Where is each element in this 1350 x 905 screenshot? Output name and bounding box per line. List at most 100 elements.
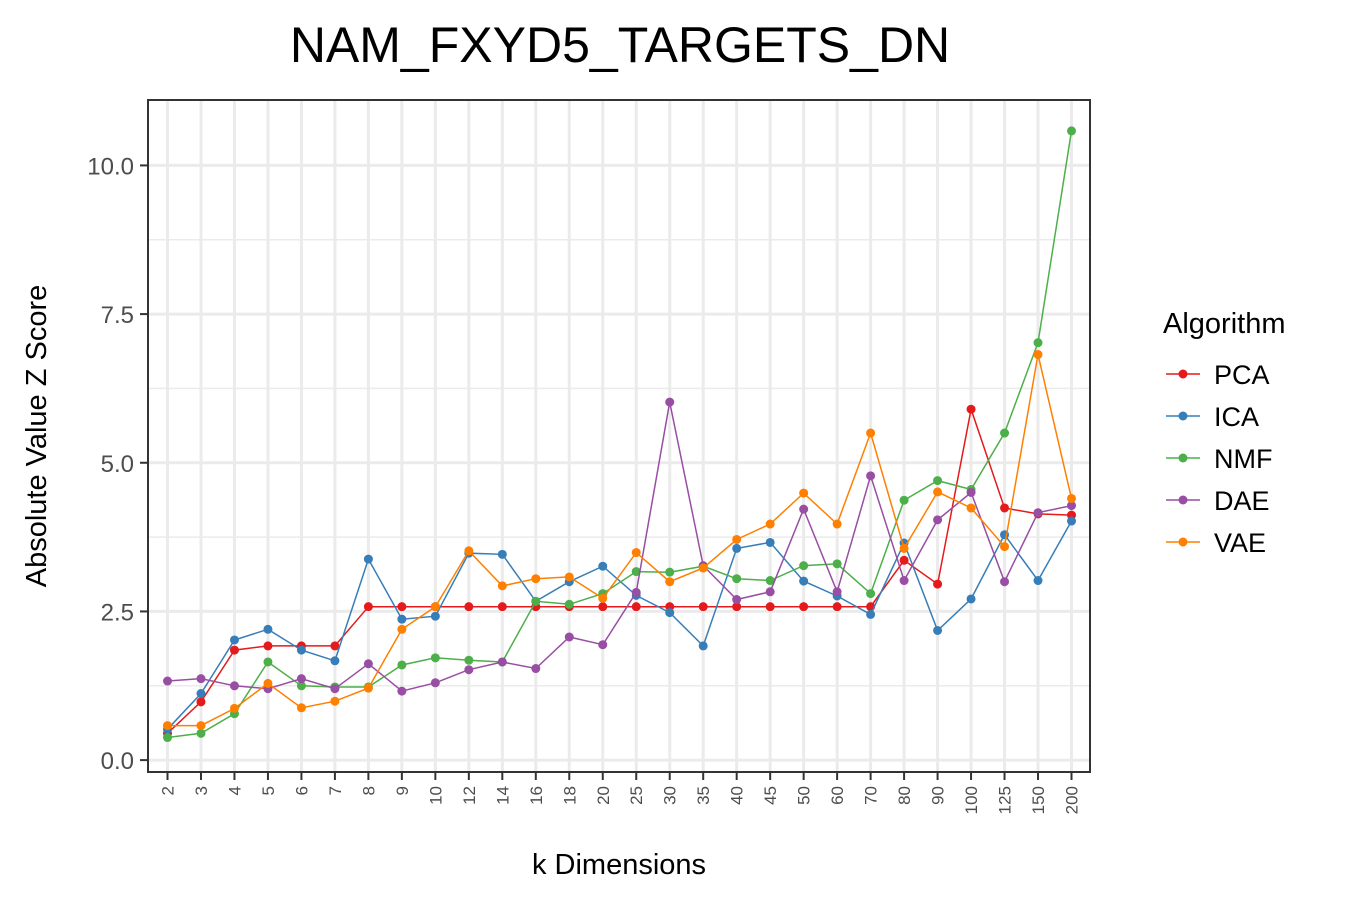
data-point (564, 632, 574, 642)
data-point (531, 596, 541, 606)
plot-panel-border (147, 99, 1091, 773)
x-tick-label: 18 (560, 786, 579, 805)
chart-title: NAM_FXYD5_TARGETS_DN (290, 17, 950, 73)
x-axis-label: k Dimensions (532, 849, 706, 881)
data-point (899, 576, 909, 586)
data-point (732, 543, 742, 553)
data-point (799, 561, 809, 571)
x-tick-label: 35 (694, 786, 713, 805)
legend-label: ICA (1214, 402, 1259, 432)
data-point (933, 579, 943, 589)
data-point (464, 665, 474, 675)
data-point (598, 561, 608, 571)
data-point (966, 487, 976, 497)
data-point (564, 572, 574, 582)
x-tick-label: 12 (460, 786, 479, 805)
x-tick-label: 60 (828, 786, 847, 805)
series-line (167, 130, 1073, 739)
legend-label: PCA (1214, 360, 1270, 390)
x-tick-label: 200 (1063, 786, 1082, 814)
data-point (832, 519, 842, 529)
legend-label: DAE (1214, 486, 1270, 516)
data-point (363, 554, 373, 564)
legend-item-pca: PCA (1166, 360, 1270, 390)
x-tick-label: 100 (962, 786, 981, 814)
series-line (167, 354, 1073, 727)
data-point (598, 593, 608, 603)
data-point (933, 625, 943, 635)
data-point (966, 594, 976, 604)
data-point (196, 728, 206, 738)
data-point (564, 599, 574, 609)
data-point (296, 681, 306, 691)
data-point (933, 476, 943, 486)
x-tick-label: 4 (225, 786, 244, 795)
data-point (397, 660, 407, 670)
series-vae (163, 350, 1076, 731)
series-layer (163, 126, 1076, 743)
data-point (799, 504, 809, 514)
legend-item-vae: VAE (1166, 528, 1266, 558)
x-tick-label: 7 (326, 786, 345, 795)
x-tick-label: 25 (627, 786, 646, 805)
data-point (263, 641, 273, 651)
data-point (1000, 428, 1010, 438)
data-point (631, 548, 641, 558)
data-point (665, 567, 675, 577)
data-point (899, 555, 909, 565)
data-point (1067, 501, 1076, 511)
data-point (430, 653, 440, 663)
legend-label: VAE (1214, 528, 1266, 558)
data-point (1067, 516, 1076, 526)
data-point (531, 664, 541, 674)
data-point (832, 559, 842, 569)
data-point (966, 404, 976, 414)
data-point (866, 428, 876, 438)
data-point (631, 602, 641, 612)
data-point (1033, 576, 1043, 586)
data-point (497, 602, 507, 612)
data-point (866, 609, 876, 619)
x-tick-label: 50 (795, 786, 814, 805)
y-tick-label: 10.0 (87, 153, 134, 180)
data-point (899, 495, 909, 505)
data-point (1000, 503, 1010, 513)
legend-label: NMF (1214, 444, 1272, 474)
data-point (665, 577, 675, 587)
legend-key-point (1178, 411, 1188, 421)
x-tick-label: 16 (527, 786, 546, 805)
data-point (229, 703, 239, 713)
data-point (363, 602, 373, 612)
data-point (765, 602, 775, 612)
data-point (1033, 350, 1043, 360)
x-tick-label: 30 (661, 786, 680, 805)
data-point (229, 645, 239, 655)
data-point (363, 683, 373, 693)
series-line (166, 520, 1073, 730)
data-point (229, 635, 239, 645)
x-tick-label: 3 (192, 786, 211, 795)
data-point (799, 488, 809, 498)
data-point (163, 733, 172, 743)
data-point (430, 678, 440, 688)
legend-key-point (1178, 369, 1188, 379)
major-grid (148, 100, 1090, 772)
legend-title: Algorithm (1163, 308, 1286, 340)
data-point (497, 549, 507, 559)
legend: Algorithm PCA ICA NMF DAE VAE (1163, 308, 1286, 558)
series-dae (163, 397, 1076, 696)
data-point (430, 611, 440, 621)
x-tick-label: 45 (761, 786, 780, 805)
data-point (698, 641, 708, 651)
data-point (263, 624, 273, 634)
data-point (263, 657, 273, 667)
data-point (732, 602, 742, 612)
data-point (330, 656, 340, 666)
data-point (799, 576, 809, 586)
data-point (163, 676, 172, 686)
data-point (732, 534, 742, 544)
data-point (765, 587, 775, 597)
minor-grid (148, 239, 1090, 687)
